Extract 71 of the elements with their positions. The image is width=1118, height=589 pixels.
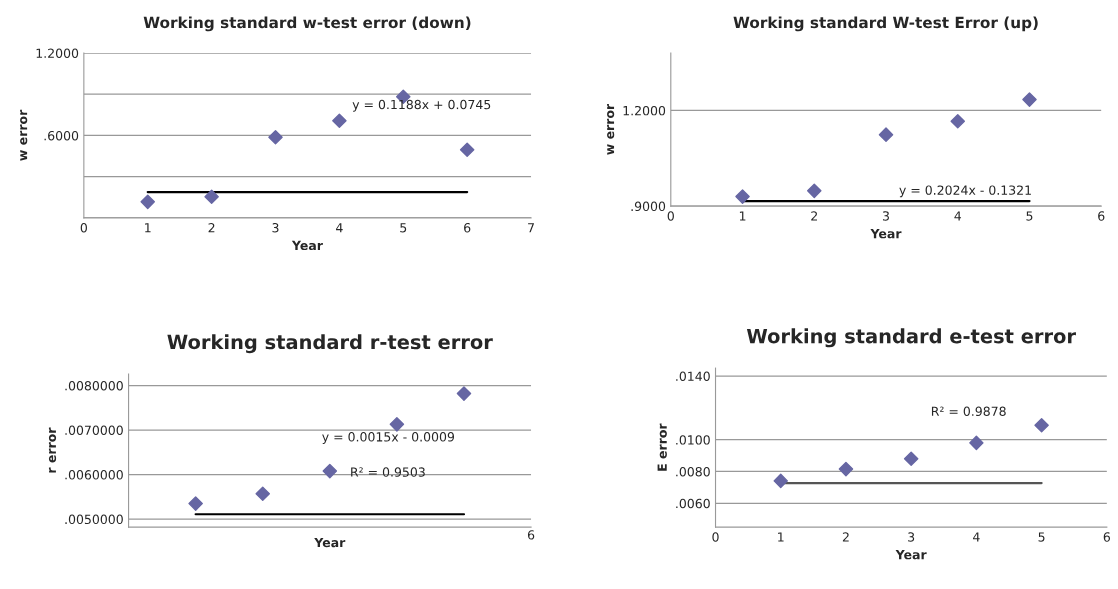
x-tick-label: 5: [1026, 211, 1033, 221]
point: [773, 473, 789, 489]
y-tick-label: .0100: [676, 435, 710, 445]
point: [456, 386, 472, 401]
y-tick-label: .0050000: [65, 514, 123, 525]
x-tick-label: 0: [667, 211, 674, 221]
y-axis-title: w error: [607, 103, 615, 155]
x-axis-title: Year: [291, 240, 323, 251]
x-tick-label: 5: [400, 223, 407, 233]
x-tick-label: 6: [1098, 211, 1105, 221]
annotation: R² = 0.9503: [351, 467, 425, 477]
x-tick-label: 1: [778, 532, 784, 542]
point: [140, 194, 156, 210]
point: [204, 189, 219, 205]
point: [1022, 92, 1037, 107]
point: [188, 496, 203, 511]
x-tick-label: 5: [1038, 532, 1045, 542]
y-tick-label: .0060: [676, 498, 710, 509]
point: [389, 417, 405, 432]
y-axis-title: w error: [20, 109, 28, 161]
x-tick-label: 2: [208, 223, 215, 233]
annotation: y = 0.0015x - 0.0009: [322, 432, 455, 444]
x-axis-title: Year: [870, 229, 902, 239]
x-tick-label: 0: [80, 223, 87, 233]
x-tick-label: 0: [712, 532, 719, 542]
y-axis-title: E error: [657, 423, 667, 471]
point: [838, 461, 854, 477]
annotation: y = 0.1188x + 0.0745: [352, 99, 491, 112]
point: [735, 189, 750, 204]
y-tick-label: 1.2000: [623, 105, 666, 116]
chart-title: Working standard r-test error: [167, 334, 493, 354]
annotation: R² = 0.9878: [931, 406, 1006, 417]
point: [950, 114, 966, 129]
point: [969, 435, 984, 451]
y-tick-label: .0080000: [65, 381, 123, 391]
x-tick-label: 3: [908, 532, 915, 542]
x-tick-label: 6: [464, 223, 471, 233]
y-axis-title: r error: [48, 427, 57, 473]
x-tick-label: 4: [973, 532, 980, 542]
chart-title: Working standard w-test error (down): [143, 16, 471, 32]
x-tick-label: 2: [811, 211, 817, 221]
point: [322, 463, 338, 479]
point: [459, 142, 475, 158]
point: [268, 129, 283, 145]
y-tick-label: .0060000: [65, 470, 123, 480]
x-tick-label: 4: [336, 223, 343, 233]
y-tick-label: .0080: [676, 466, 710, 477]
x-tick-label: 2: [842, 532, 849, 542]
y-tick-label: .0140: [676, 371, 710, 381]
point: [878, 127, 894, 142]
point: [903, 451, 919, 467]
x-tick-label: 3: [272, 223, 279, 233]
y-tick-label: 1.2000: [36, 48, 79, 58]
point: [1034, 417, 1049, 433]
y-tick-label: .0070000: [65, 425, 123, 436]
point: [255, 486, 271, 502]
y-tick-label: .9000: [631, 201, 666, 212]
x-tick-label: 1: [145, 223, 151, 233]
x-tick-label: 3: [882, 211, 889, 221]
chart-title: Working standard e-test error: [746, 328, 1076, 348]
x-axis-title: Year: [895, 550, 927, 560]
x-tick-label: 4: [954, 211, 962, 221]
x-tick-label: 7: [528, 223, 534, 233]
point: [806, 183, 822, 199]
y-tick-label: .6000: [44, 130, 79, 141]
annotation: y = 0.2024x - 0.1321: [899, 185, 1031, 198]
x-axis-title: Year: [314, 537, 346, 548]
x-tick-label: 1: [739, 211, 746, 221]
chart-title: Working standard W-test Error (up): [733, 16, 1038, 32]
point: [332, 113, 347, 129]
x-tick-label: 6: [1103, 532, 1111, 542]
